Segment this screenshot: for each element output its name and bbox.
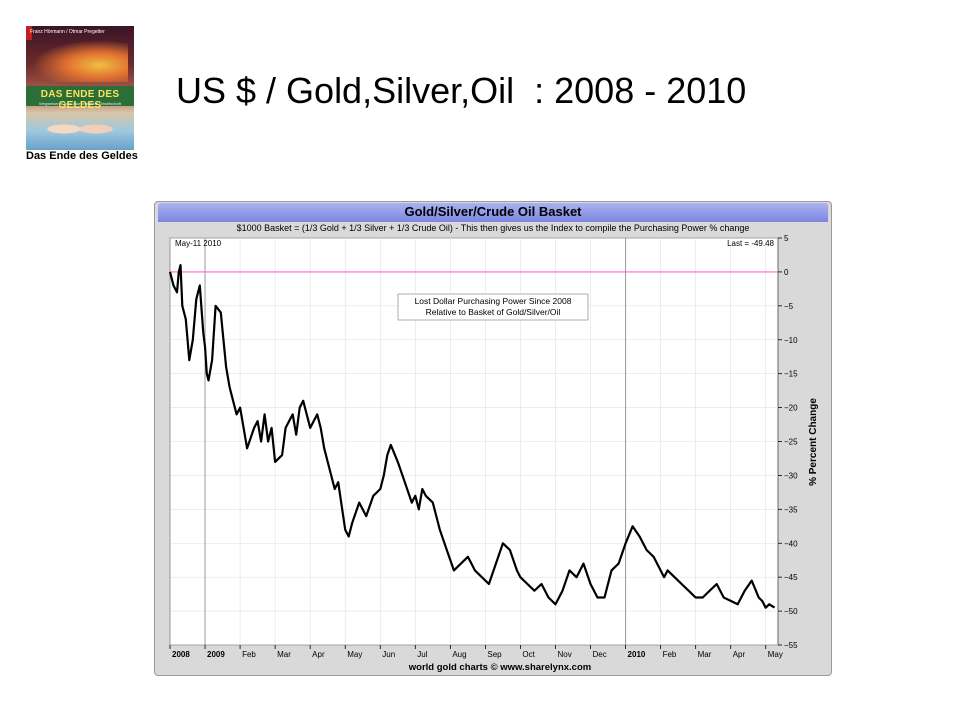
x-tick-label: Feb (663, 650, 677, 659)
x-tick-label: May (347, 650, 362, 659)
y-tick-label: −5 (784, 302, 794, 311)
book-subtitle: Wegweiser in eine ökonomiefreie Gesellsc… (39, 101, 121, 106)
x-tick-label: May (768, 650, 783, 659)
annotation-line-1: Lost Dollar Purchasing Power Since 2008 (415, 296, 572, 306)
y-axis-ticks: 5 0 −5 −10 −15 −20 −25 −30 −35 −40 −45 −50 −55 (778, 234, 798, 650)
x-tick-label: Dec (593, 650, 607, 659)
y-tick-label: −50 (784, 607, 798, 616)
y-tick-label: −55 (784, 641, 798, 650)
x-tick-label: Mar (277, 650, 291, 659)
chart-last-value-label: Last = -49.48 (727, 239, 774, 248)
chart-subtitle: $1000 Basket = (1/3 Gold + 1/3 Silver + … (236, 223, 750, 233)
chart-date-label: May-11 2010 (175, 239, 222, 248)
y-tick-label: −15 (784, 370, 798, 379)
x-tick-label: Jun (382, 650, 395, 659)
x-tick-label: Aug (452, 650, 466, 659)
annotation-box: Lost Dollar Purchasing Power Since 2008 … (397, 293, 589, 321)
book-cover-title-band (26, 86, 134, 106)
y-tick-label: −25 (784, 438, 798, 447)
x-tick-label: Sep (487, 650, 502, 659)
y-axis-label: % Percent Change (808, 398, 819, 486)
x-tick-label: 2009 (207, 650, 225, 659)
y-tick-label: −10 (784, 336, 798, 345)
chart-header-bar (158, 203, 828, 222)
slide-title: US $ / Gold,Silver,Oil : 2008 - 2010 (176, 70, 747, 111)
chart-title: Gold/Silver/Crude Oil Basket (404, 204, 582, 219)
x-tick-label: Jul (417, 650, 427, 659)
y-tick-label: −20 (784, 404, 798, 413)
book-caption: Das Ende des Geldes (26, 150, 138, 162)
y-tick-label: −35 (784, 505, 798, 514)
y-tick-label: 0 (784, 268, 789, 277)
y-tick-label: −45 (784, 573, 798, 582)
book-cover-image: Franz Hörmann / Otmar Pregetter DAS ENDE… (26, 26, 134, 150)
book-cover-burning-money (32, 40, 128, 82)
x-axis-ticks: 2008 2009 Feb Mar Apr May Jun Jul Aug Sep Oct Nov De… (169, 645, 783, 659)
x-tick-label: Oct (522, 650, 535, 659)
x-tick-label: Apr (312, 650, 325, 659)
x-tick-label: Apr (733, 650, 746, 659)
series-line-basket-index (168, 264, 776, 609)
y-tick-label: 5 (784, 234, 789, 243)
x-tick-label: 2010 (628, 650, 646, 659)
y-tick-label: −30 (784, 471, 798, 480)
book-cover-red-tab (26, 26, 32, 40)
x-tick-label: Mar (698, 650, 712, 659)
x-tick-label: Nov (557, 650, 571, 659)
chart-footer-credit: world gold charts © www.sharelynx.com (408, 662, 591, 673)
annotation-line-2: Relative to Basket of Gold/Silver/Oil (426, 307, 561, 317)
book-authors: Franz Hörmann / Otmar Pregetter (30, 29, 105, 35)
x-tick-label: 2008 (172, 650, 190, 659)
y-tick-label: −40 (784, 539, 798, 548)
book-cover-family-photo (40, 114, 120, 144)
x-tick-label: Feb (242, 650, 256, 659)
book-title: DAS ENDE DES GELDES (40, 89, 120, 111)
